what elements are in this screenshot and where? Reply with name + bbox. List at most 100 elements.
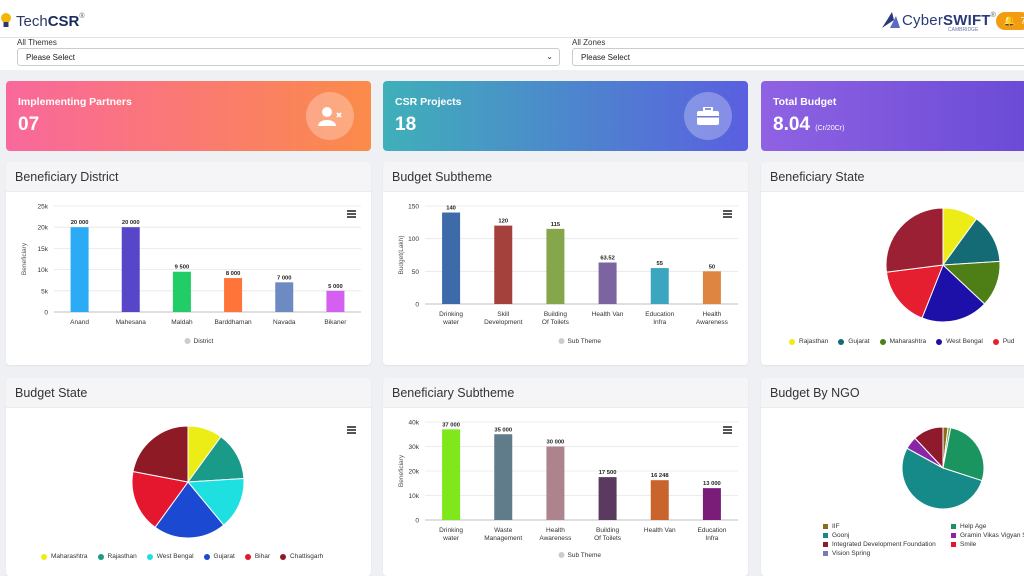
y-axis-label: Beneficiary xyxy=(398,454,405,487)
legend-item[interactable]: Pud xyxy=(992,338,1015,345)
budget-state-chart xyxy=(131,425,245,539)
pie-slice xyxy=(885,264,944,319)
card-title: Budget State xyxy=(15,386,88,400)
total-budget-card[interactable]: Total Budget 8.04 (Cr/20Cr) xyxy=(761,81,1024,151)
stat-title: CSR Projects xyxy=(395,96,462,108)
y-tick-label: 10k xyxy=(38,267,49,274)
x-tick-label: Skill xyxy=(497,311,509,318)
cyberswift-logo[interactable]: CyberSWIFT® CAMBRIDGE xyxy=(880,10,996,33)
legend-item[interactable]: Maharashtra xyxy=(879,338,927,345)
bar xyxy=(494,225,513,304)
legend-item[interactable]: Integrated Development Foundation xyxy=(823,541,951,548)
data-label: 55 xyxy=(657,261,664,267)
stat-title: Implementing Partners xyxy=(18,96,132,108)
bar xyxy=(650,268,669,304)
legend-label: IIF xyxy=(832,523,840,530)
x-tick-label: Building xyxy=(596,527,620,534)
data-label: 9 500 xyxy=(175,265,190,271)
pie-slice xyxy=(885,207,944,273)
bar xyxy=(546,228,565,304)
legend-item[interactable]: Help Age xyxy=(951,523,1024,530)
cyberswift-mark-icon xyxy=(882,12,900,28)
legend-item[interactable]: Bihar xyxy=(244,553,270,560)
x-tick-label: Awareness xyxy=(696,319,729,326)
budget-by-ngo-card: Budget By NGO IIF Help Age Goonj Gramin Vik… xyxy=(761,378,1024,576)
bar xyxy=(224,278,243,312)
x-tick-label: Awareness xyxy=(539,535,572,542)
zones-select[interactable]: Please Select xyxy=(572,48,1024,66)
themes-select-value: Please Select xyxy=(26,53,75,62)
x-tick-label: Of Toilets xyxy=(542,319,570,326)
legend-item[interactable]: West Bengal xyxy=(936,338,983,345)
beneficiary-state-chart xyxy=(885,207,1001,323)
x-tick-label: Navada xyxy=(273,319,296,326)
budget-by-ngo-chart xyxy=(901,426,985,510)
pie-slice xyxy=(942,427,985,482)
bar xyxy=(442,429,461,520)
legend-item[interactable]: West Bengal xyxy=(146,553,194,560)
bar xyxy=(546,446,565,520)
legend-swatch xyxy=(823,542,828,547)
themes-select[interactable]: Please Select ⌄ xyxy=(17,48,560,66)
legend-label: District xyxy=(194,338,214,345)
csr-projects-card[interactable]: CSR Projects 18 xyxy=(383,81,748,151)
budget-by-ngo-legend: IIF Help Age Goonj Gramin Vikas Vigyan S Int… xyxy=(823,523,1024,557)
legend-label: Integrated Development Foundation xyxy=(832,541,936,548)
legend-item[interactable]: Smile xyxy=(951,541,1024,548)
bar xyxy=(275,282,294,312)
legend-label: Sub Theme xyxy=(568,338,602,345)
card-title: Beneficiary District xyxy=(15,170,119,184)
legend-item[interactable]: Gujarat xyxy=(203,553,235,560)
legend-item[interactable]: Rajasthan xyxy=(789,338,828,345)
legend-item[interactable]: IIF xyxy=(823,523,951,530)
legend-item[interactable]: Gramin Vikas Vigyan S xyxy=(951,532,1024,539)
hamburger-menu-icon[interactable] xyxy=(347,426,356,434)
legend-item[interactable]: Chattisgarh xyxy=(280,553,323,560)
user-remove-icon xyxy=(306,92,354,140)
legend-label: Pud xyxy=(1002,338,1015,345)
hamburger-menu-icon[interactable] xyxy=(347,210,356,218)
data-label: 20 000 xyxy=(122,220,140,226)
legend-label: Maharashtra xyxy=(51,553,88,560)
beneficiary-district-card: Beneficiary District 0 5k 10k 15k 20k 25k Bene… xyxy=(6,162,371,365)
legend-item[interactable]: Gujarat xyxy=(838,338,870,345)
legend-swatch xyxy=(951,542,956,547)
top-bar: TechCSR® CyberSWIFT® CAMBRIDGE 🔔 7 xyxy=(0,0,1024,38)
y-tick-label: 0 xyxy=(415,302,419,309)
y-tick-label: 150 xyxy=(408,204,419,211)
logo-wordmark: TechCSR® xyxy=(16,12,85,30)
x-tick-label: Health xyxy=(703,311,722,318)
legend-swatch xyxy=(203,553,210,560)
y-axis-label: Beneficiary xyxy=(21,242,28,275)
notification-badge[interactable]: 🔔 7 xyxy=(996,12,1024,30)
x-tick-label: water xyxy=(442,535,460,542)
legend-swatch xyxy=(280,553,287,560)
y-tick-label: 40k xyxy=(409,420,420,427)
legend-swatch xyxy=(244,553,251,560)
legend-label: Chattisgarh xyxy=(290,553,324,560)
data-label: 63.52 xyxy=(600,256,615,262)
techcsr-logo[interactable]: TechCSR® xyxy=(0,12,85,30)
x-tick-label: Management xyxy=(484,535,522,542)
data-label: 120 xyxy=(498,219,508,225)
legend-label: Maharashtra xyxy=(889,338,927,345)
legend-swatch xyxy=(823,551,828,556)
hamburger-menu-icon[interactable] xyxy=(723,210,732,218)
cyberswift-subtitle: CAMBRIDGE xyxy=(948,27,979,33)
legend-item[interactable]: Rajasthan xyxy=(97,553,137,560)
y-tick-label: 0 xyxy=(415,518,419,525)
hamburger-menu-icon[interactable] xyxy=(723,426,732,434)
pie-slice xyxy=(131,470,189,529)
y-tick-label: 30k xyxy=(409,444,420,451)
card-title: Budget Subtheme xyxy=(392,170,493,184)
legend-item[interactable]: Goonj xyxy=(823,532,951,539)
legend-item[interactable]: Vision Spring xyxy=(823,550,951,557)
legend-swatch xyxy=(41,553,47,560)
legend-item[interactable]: Maharashtra xyxy=(41,553,88,560)
legend-swatch xyxy=(838,338,845,345)
data-label: 140 xyxy=(446,206,456,212)
implementing-partners-card[interactable]: Implementing Partners 07 xyxy=(6,81,371,151)
legend-swatch xyxy=(823,524,828,529)
legend-label: West Bengal xyxy=(156,553,194,560)
